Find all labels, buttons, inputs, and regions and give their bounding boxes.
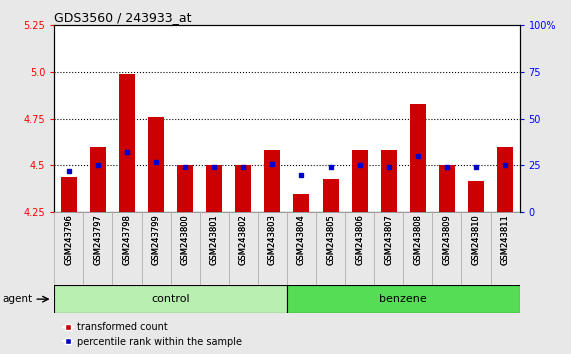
- Bar: [177, 165, 193, 212]
- Text: GSM243804: GSM243804: [297, 214, 306, 264]
- Text: agent: agent: [3, 294, 33, 304]
- FancyBboxPatch shape: [112, 212, 142, 285]
- FancyBboxPatch shape: [54, 285, 287, 313]
- FancyBboxPatch shape: [171, 212, 200, 285]
- Text: GSM243810: GSM243810: [472, 214, 480, 264]
- Text: control: control: [151, 294, 190, 304]
- Text: GSM243803: GSM243803: [268, 214, 277, 265]
- FancyBboxPatch shape: [229, 212, 258, 285]
- Legend: transformed count, percentile rank within the sample: transformed count, percentile rank withi…: [59, 318, 246, 351]
- Text: GSM243807: GSM243807: [384, 214, 393, 265]
- Text: GSM243800: GSM243800: [180, 214, 190, 264]
- Text: GSM243799: GSM243799: [151, 214, 160, 264]
- Bar: [352, 150, 368, 212]
- FancyBboxPatch shape: [258, 212, 287, 285]
- Bar: [264, 150, 280, 212]
- FancyBboxPatch shape: [316, 212, 345, 285]
- Text: GSM243803: GSM243803: [268, 214, 277, 265]
- Bar: [206, 165, 222, 212]
- Text: GSM243805: GSM243805: [326, 214, 335, 264]
- FancyBboxPatch shape: [490, 212, 520, 285]
- Text: GSM243796: GSM243796: [65, 214, 73, 265]
- FancyBboxPatch shape: [142, 212, 171, 285]
- FancyBboxPatch shape: [287, 212, 316, 285]
- Text: GSM243806: GSM243806: [355, 214, 364, 265]
- Text: GSM243797: GSM243797: [94, 214, 102, 265]
- Text: benzene: benzene: [379, 294, 427, 304]
- Text: GSM243798: GSM243798: [122, 214, 131, 265]
- Text: GSM243805: GSM243805: [326, 214, 335, 264]
- FancyBboxPatch shape: [374, 212, 403, 285]
- Text: GSM243809: GSM243809: [443, 214, 452, 264]
- Text: GSM243798: GSM243798: [122, 214, 131, 265]
- FancyBboxPatch shape: [287, 285, 520, 313]
- FancyBboxPatch shape: [345, 212, 374, 285]
- Bar: [439, 165, 455, 212]
- Bar: [293, 194, 309, 212]
- Text: GSM243801: GSM243801: [210, 214, 219, 264]
- Text: GSM243804: GSM243804: [297, 214, 306, 264]
- Text: GSM243806: GSM243806: [355, 214, 364, 265]
- Bar: [497, 147, 513, 212]
- Text: GSM243796: GSM243796: [65, 214, 73, 265]
- Text: GSM243799: GSM243799: [151, 214, 160, 264]
- Text: GDS3560 / 243933_at: GDS3560 / 243933_at: [54, 11, 192, 24]
- Bar: [410, 104, 426, 212]
- Text: GSM243802: GSM243802: [239, 214, 248, 264]
- FancyBboxPatch shape: [461, 212, 490, 285]
- Bar: [90, 147, 106, 212]
- Bar: [148, 117, 164, 212]
- Text: GSM243800: GSM243800: [180, 214, 190, 264]
- Text: GSM243801: GSM243801: [210, 214, 219, 264]
- Text: GSM243811: GSM243811: [501, 214, 509, 264]
- Text: GSM243811: GSM243811: [501, 214, 509, 264]
- Text: GSM243802: GSM243802: [239, 214, 248, 264]
- Text: GSM243809: GSM243809: [443, 214, 452, 264]
- FancyBboxPatch shape: [403, 212, 432, 285]
- Text: GSM243807: GSM243807: [384, 214, 393, 265]
- FancyBboxPatch shape: [200, 212, 229, 285]
- FancyBboxPatch shape: [432, 212, 461, 285]
- Text: GSM243797: GSM243797: [94, 214, 102, 265]
- Text: GSM243808: GSM243808: [413, 214, 423, 265]
- Bar: [468, 181, 484, 212]
- Text: GSM243810: GSM243810: [472, 214, 480, 264]
- Bar: [61, 177, 77, 212]
- Bar: [381, 150, 397, 212]
- Bar: [235, 165, 251, 212]
- Text: GSM243808: GSM243808: [413, 214, 423, 265]
- FancyBboxPatch shape: [54, 212, 83, 285]
- Bar: [119, 74, 135, 212]
- Bar: [323, 179, 339, 212]
- FancyBboxPatch shape: [83, 212, 112, 285]
